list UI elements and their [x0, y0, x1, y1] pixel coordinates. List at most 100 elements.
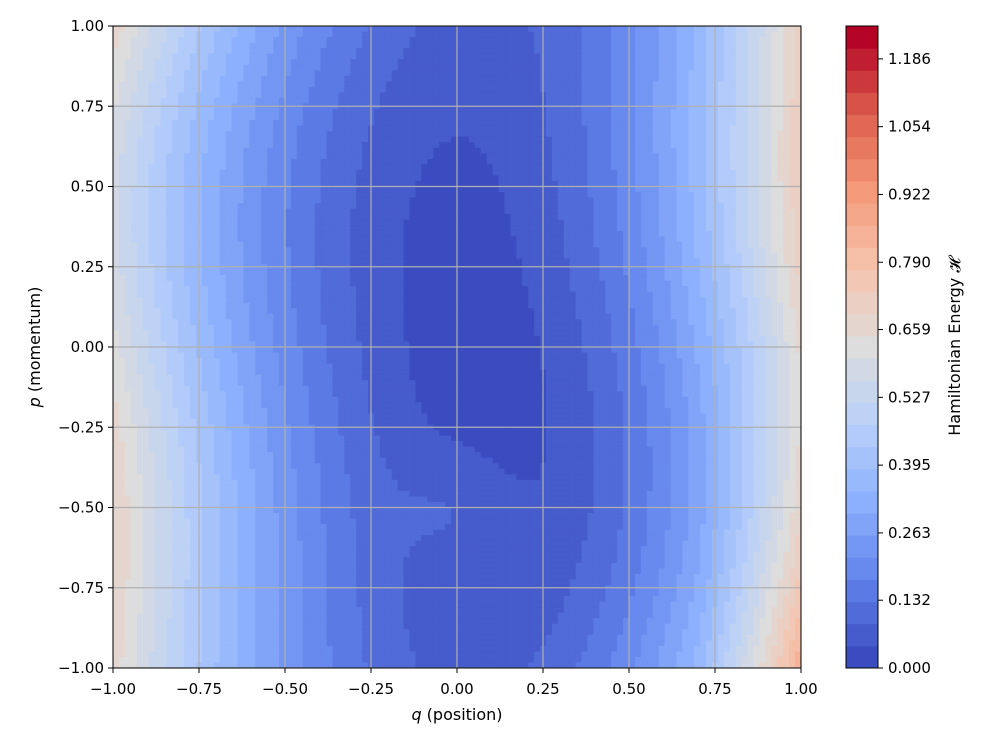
contour-cell	[231, 335, 239, 343]
contour-cell	[148, 463, 156, 470]
contour-cell	[160, 402, 167, 409]
contour-cell	[160, 501, 167, 509]
contour-cell	[130, 557, 138, 564]
contour-cell	[261, 645, 268, 652]
contour-cell	[213, 441, 221, 448]
contour-cell	[136, 319, 144, 326]
contour-cell	[290, 546, 298, 553]
contour-cell	[338, 219, 345, 226]
contour-cell	[332, 496, 339, 503]
contour-cell	[314, 330, 322, 337]
contour-cell	[344, 42, 351, 49]
contour-cell	[362, 629, 369, 636]
contour-cell	[237, 81, 245, 88]
contour-cell	[356, 352, 363, 359]
contour-cell	[225, 81, 233, 88]
contour-cell	[279, 142, 286, 149]
contour-cell	[231, 579, 239, 586]
contour-cell	[285, 535, 292, 542]
contour-cell	[267, 601, 274, 608]
contour-cell	[290, 335, 298, 343]
contour-cell	[124, 518, 132, 525]
contour-cell	[113, 441, 120, 448]
contour-cell	[201, 81, 209, 88]
contour-cell	[320, 42, 328, 49]
contour-cell	[243, 341, 251, 348]
contour-cell	[296, 297, 304, 304]
contour-cell	[113, 490, 120, 498]
contour-cell	[314, 203, 322, 210]
contour-cell	[326, 37, 334, 44]
contour-cell	[356, 158, 363, 165]
contour-cell	[142, 396, 150, 403]
contour-cell	[350, 64, 357, 71]
contour-cell	[308, 186, 316, 193]
contour-cell	[207, 37, 215, 44]
contour-cell	[190, 485, 197, 492]
contour-cell	[261, 125, 268, 132]
contour-cell	[332, 97, 339, 105]
contour-cell	[320, 208, 328, 215]
contour-cell	[314, 252, 322, 260]
contour-cell	[320, 562, 328, 569]
contour-cell	[302, 275, 310, 282]
contour-cell	[166, 142, 173, 149]
contour-cell	[231, 463, 239, 470]
contour-cell	[308, 59, 316, 66]
contour-cell	[296, 230, 304, 237]
contour-cell	[332, 573, 339, 581]
contour-cell	[184, 402, 191, 409]
contour-cell	[344, 142, 351, 149]
contour-cell	[130, 562, 138, 569]
contour-cell	[344, 169, 351, 177]
contour-cell	[166, 286, 173, 293]
contour-cell	[362, 645, 369, 652]
contour-cell	[113, 120, 120, 127]
contour-cell	[124, 131, 132, 138]
contour-cell	[237, 579, 245, 586]
contour-cell	[267, 446, 274, 453]
contour-cell	[261, 651, 268, 658]
contour-cell	[296, 524, 304, 531]
contour-cell	[273, 324, 280, 331]
contour-cell	[201, 302, 209, 309]
contour-cell	[350, 496, 357, 503]
contour-cell	[172, 662, 179, 668]
contour-cell	[302, 324, 310, 331]
contour-cell	[166, 230, 173, 237]
contour-cell	[362, 452, 369, 459]
contour-cell	[332, 474, 339, 481]
contour-cell	[237, 341, 245, 348]
contour-cell	[148, 48, 156, 55]
contour-cell	[184, 131, 191, 138]
contour-cell	[130, 258, 138, 265]
contour-cell	[124, 197, 132, 204]
contour-cell	[350, 385, 357, 392]
contour-cell	[350, 341, 357, 348]
contour-cell	[166, 634, 173, 641]
contour-cell	[231, 645, 239, 652]
contour-cell	[255, 529, 262, 536]
contour-cell	[261, 590, 268, 597]
contour-cell	[184, 452, 191, 459]
contour-cell	[225, 418, 233, 426]
contour-cell	[148, 596, 156, 603]
contour-cell	[344, 280, 351, 287]
contour-cell	[362, 75, 369, 82]
contour-cell	[190, 358, 197, 365]
contour-cell	[148, 579, 156, 586]
contour-cell	[142, 634, 150, 641]
contour-cell	[314, 269, 322, 276]
contour-cell	[130, 131, 138, 138]
contour-cell	[190, 501, 197, 509]
contour-cell	[201, 634, 209, 641]
contour-cell	[285, 203, 292, 210]
contour-cell	[290, 402, 298, 409]
contour-cell	[201, 474, 209, 481]
contour-cell	[308, 363, 316, 370]
contour-cell	[308, 208, 316, 215]
contour-cell	[231, 418, 239, 426]
contour-cell	[338, 109, 345, 116]
contour-cell	[178, 59, 185, 66]
contour-cell	[338, 347, 345, 354]
